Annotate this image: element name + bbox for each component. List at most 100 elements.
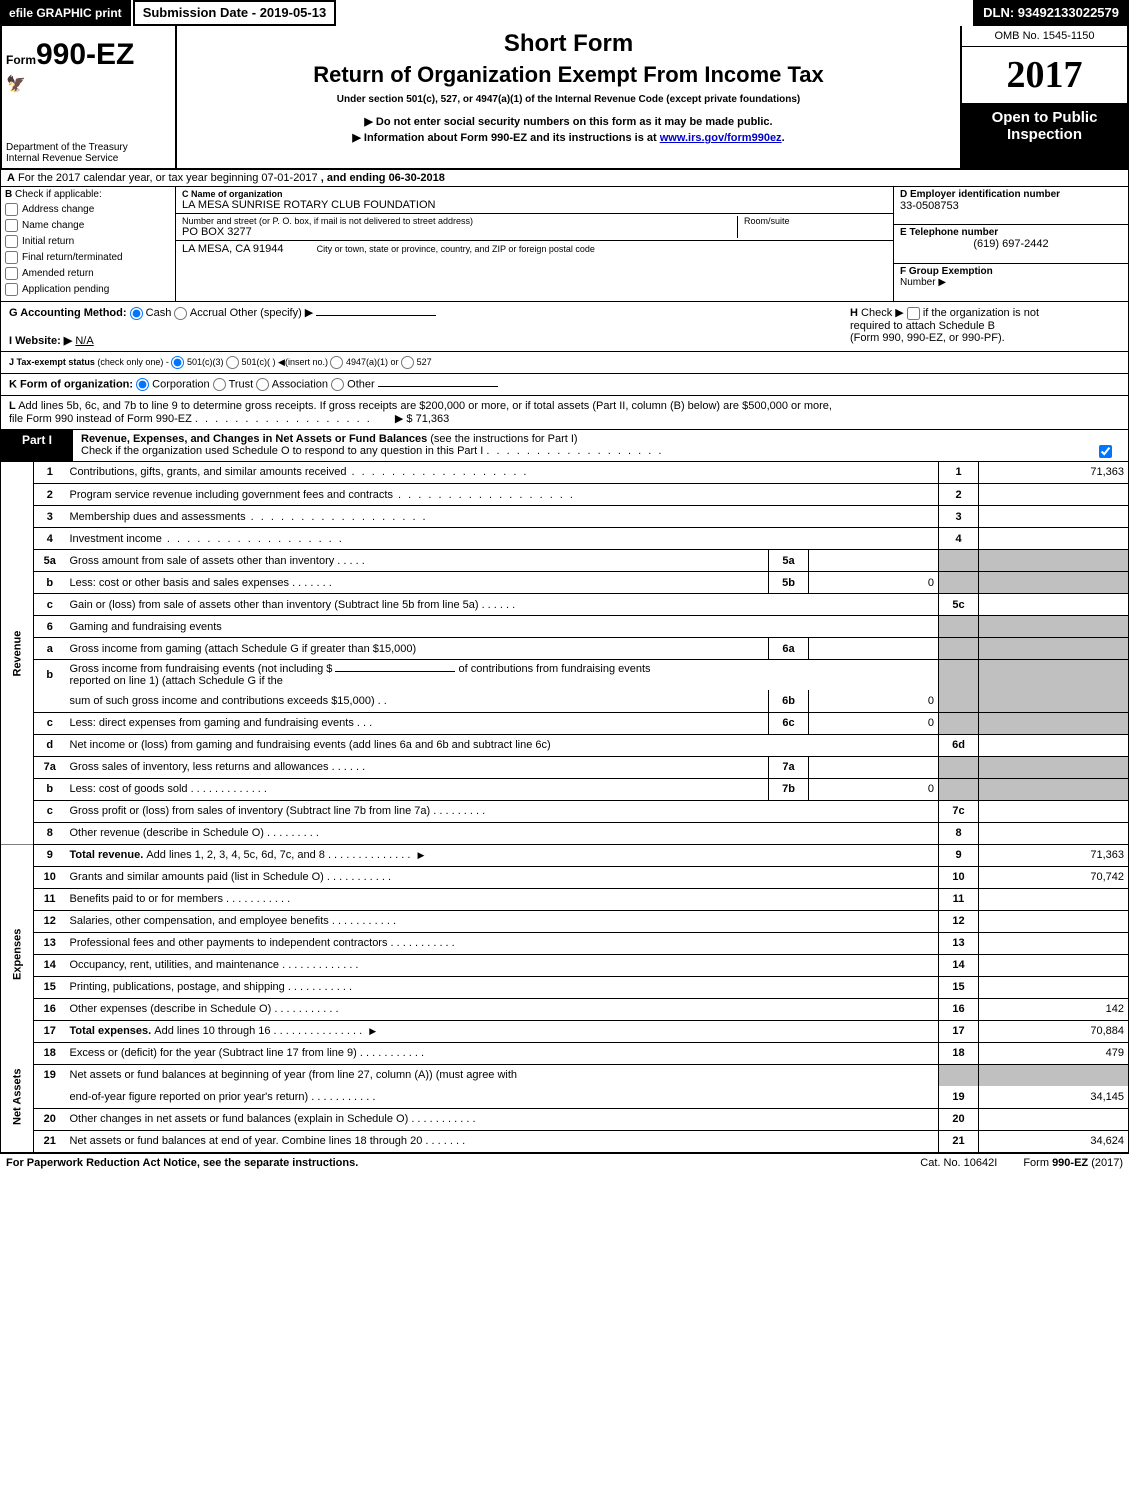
check-initial-return[interactable] — [5, 235, 18, 248]
k-assoc: Association — [272, 378, 328, 390]
line-2: 2 Program service revenue including gove… — [1, 484, 1129, 506]
check-final-return[interactable] — [5, 251, 18, 264]
initial-return-label: Initial return — [22, 236, 74, 247]
radio-association[interactable] — [256, 378, 269, 391]
l12-num: 12 — [34, 910, 66, 932]
efile-print-button[interactable]: efile GRAPHIC print — [0, 0, 131, 26]
l9-vert-blank — [1, 844, 34, 866]
line-7a: 7a Gross sales of inventory, less return… — [1, 756, 1129, 778]
l7b-rnum-shaded — [939, 778, 979, 800]
inspection-line1: Open to Public — [966, 109, 1123, 126]
line-6c: c Less: direct expenses from gaming and … — [1, 712, 1129, 734]
irs-link[interactable]: www.irs.gov/form990ez — [660, 132, 782, 144]
l7a-num: 7a — [34, 756, 66, 778]
l7c-rnum: 7c — [939, 800, 979, 822]
l4-rnum: 4 — [939, 528, 979, 550]
right-info-column: D Employer identification number 33-0508… — [893, 187, 1128, 301]
l5a-desc: Gross amount from sale of assets other t… — [66, 550, 769, 572]
radio-accrual[interactable] — [174, 307, 187, 320]
l7a-desc: Gross sales of inventory, less returns a… — [66, 756, 769, 778]
j-row: J Tax-exempt status (check only one) - 5… — [0, 352, 1129, 374]
check-address-change[interactable] — [5, 203, 18, 216]
inspection-box: Open to Public Inspection — [962, 103, 1127, 168]
instr2-suffix: . — [782, 132, 785, 144]
check-address-change-row: Address change — [5, 203, 171, 216]
instr2-prefix: ▶ Information about Form 990-EZ and its … — [352, 132, 659, 144]
check-schedule-b[interactable] — [907, 307, 920, 320]
line-12: 12 Salaries, other compensation, and emp… — [1, 910, 1129, 932]
check-app-pending[interactable] — [5, 283, 18, 296]
l6d-desc: Net income or (loss) from gaming and fun… — [66, 734, 939, 756]
radio-corporation[interactable] — [136, 378, 149, 391]
l7a-rnum-shaded — [939, 756, 979, 778]
submission-date-box: Submission Date - 2019-05-13 — [133, 0, 337, 26]
check-amended[interactable] — [5, 267, 18, 280]
line-6: 6 Gaming and fundraising events — [1, 616, 1129, 638]
l5a-rnum-shaded — [939, 550, 979, 572]
l8-desc: Other revenue (describe in Schedule O) .… — [66, 822, 939, 844]
revenue-label: Revenue — [1, 462, 34, 845]
check-name-change[interactable] — [5, 219, 18, 232]
b-text: Check if applicable: — [15, 189, 102, 200]
radio-527[interactable] — [401, 356, 414, 369]
line-7c: c Gross profit or (loss) from sales of i… — [1, 800, 1129, 822]
form-number-text: 990-EZ — [36, 38, 134, 71]
org-name-row: C Name of organization LA MESA SUNRISE R… — [176, 187, 893, 214]
return-title: Return of Organization Exempt From Incom… — [185, 62, 952, 88]
street-value: PO BOX 3277 — [182, 226, 737, 238]
h-text2: if the organization is not — [923, 307, 1039, 319]
line-6d: d Net income or (loss) from gaming and f… — [1, 734, 1129, 756]
amended-label: Amended return — [22, 268, 94, 279]
l5c-rval — [979, 594, 1129, 616]
radio-501c3[interactable] — [171, 356, 184, 369]
l2-rval — [979, 484, 1129, 506]
l7b-num: b — [34, 778, 66, 800]
l6-desc: Gaming and fundraising events — [66, 616, 939, 638]
check-initial-return-row: Initial return — [5, 235, 171, 248]
l5a-num: 5a — [34, 550, 66, 572]
form-prefix: Form — [6, 53, 36, 67]
radio-cash[interactable] — [130, 307, 143, 320]
l14-desc: Occupancy, rent, utilities, and maintena… — [66, 954, 939, 976]
part1-check-row: Check if the organization used Schedule … — [81, 445, 1120, 457]
l10-desc: Grants and similar amounts paid (list in… — [66, 866, 939, 888]
l7b-desc: Less: cost of goods sold . . . . . . . .… — [66, 778, 769, 800]
k-other-field[interactable] — [378, 386, 498, 387]
l-amount: ▶ $ 71,363 — [395, 413, 449, 425]
e-label: E Telephone number — [900, 227, 1122, 238]
k-other: Other — [347, 378, 375, 390]
final-return-label: Final return/terminated — [22, 252, 123, 263]
radio-501c[interactable] — [226, 356, 239, 369]
street-row: Number and street (or P. O. box, if mail… — [176, 214, 893, 241]
line-6b-bottom: sum of such gross income and contributio… — [1, 690, 1129, 712]
l21-rval: 34,624 — [979, 1130, 1129, 1152]
expenses-label: Expenses — [1, 866, 34, 1042]
radio-4947[interactable] — [330, 356, 343, 369]
instruction-1: ▶ Do not enter social security numbers o… — [185, 115, 952, 128]
form-number-cell: Form990-EZ 🦅 Department of the Treasury … — [2, 26, 177, 168]
radio-trust[interactable] — [213, 378, 226, 391]
h-text3: required to attach Schedule B — [850, 320, 1120, 332]
city-row: LA MESA, CA 91944 City or town, state or… — [176, 241, 893, 301]
l14-rnum: 14 — [939, 954, 979, 976]
j-501c3: 501(c)(3) — [187, 356, 224, 366]
name-change-label: Name change — [22, 220, 84, 231]
check-schedule-o[interactable] — [1099, 445, 1112, 458]
l19-desc1: Net assets or fund balances at beginning… — [66, 1064, 939, 1086]
other-specify-field[interactable] — [316, 315, 436, 316]
l7b-mnum: 7b — [769, 778, 809, 800]
footer-mid: Cat. No. 10642I — [900, 1154, 1017, 1172]
l13-rval — [979, 932, 1129, 954]
l19-num-blank — [34, 1086, 66, 1108]
l6c-desc: Less: direct expenses from gaming and fu… — [66, 712, 769, 734]
line-5b: b Less: cost or other basis and sales ex… — [1, 572, 1129, 594]
instruction-2: ▶ Information about Form 990-EZ and its … — [185, 131, 952, 144]
l19-rval-shaded — [979, 1064, 1129, 1086]
l6b-amount-field[interactable] — [335, 671, 455, 672]
l18-rnum: 18 — [939, 1042, 979, 1064]
a-ending: , and ending 06-30-2018 — [321, 172, 445, 184]
line-10: Expenses 10 Grants and similar amounts p… — [1, 866, 1129, 888]
line-3: 3 Membership dues and assessments 3 — [1, 506, 1129, 528]
a-text: For the 2017 calendar year, or tax year … — [18, 172, 318, 184]
radio-other-org[interactable] — [331, 378, 344, 391]
